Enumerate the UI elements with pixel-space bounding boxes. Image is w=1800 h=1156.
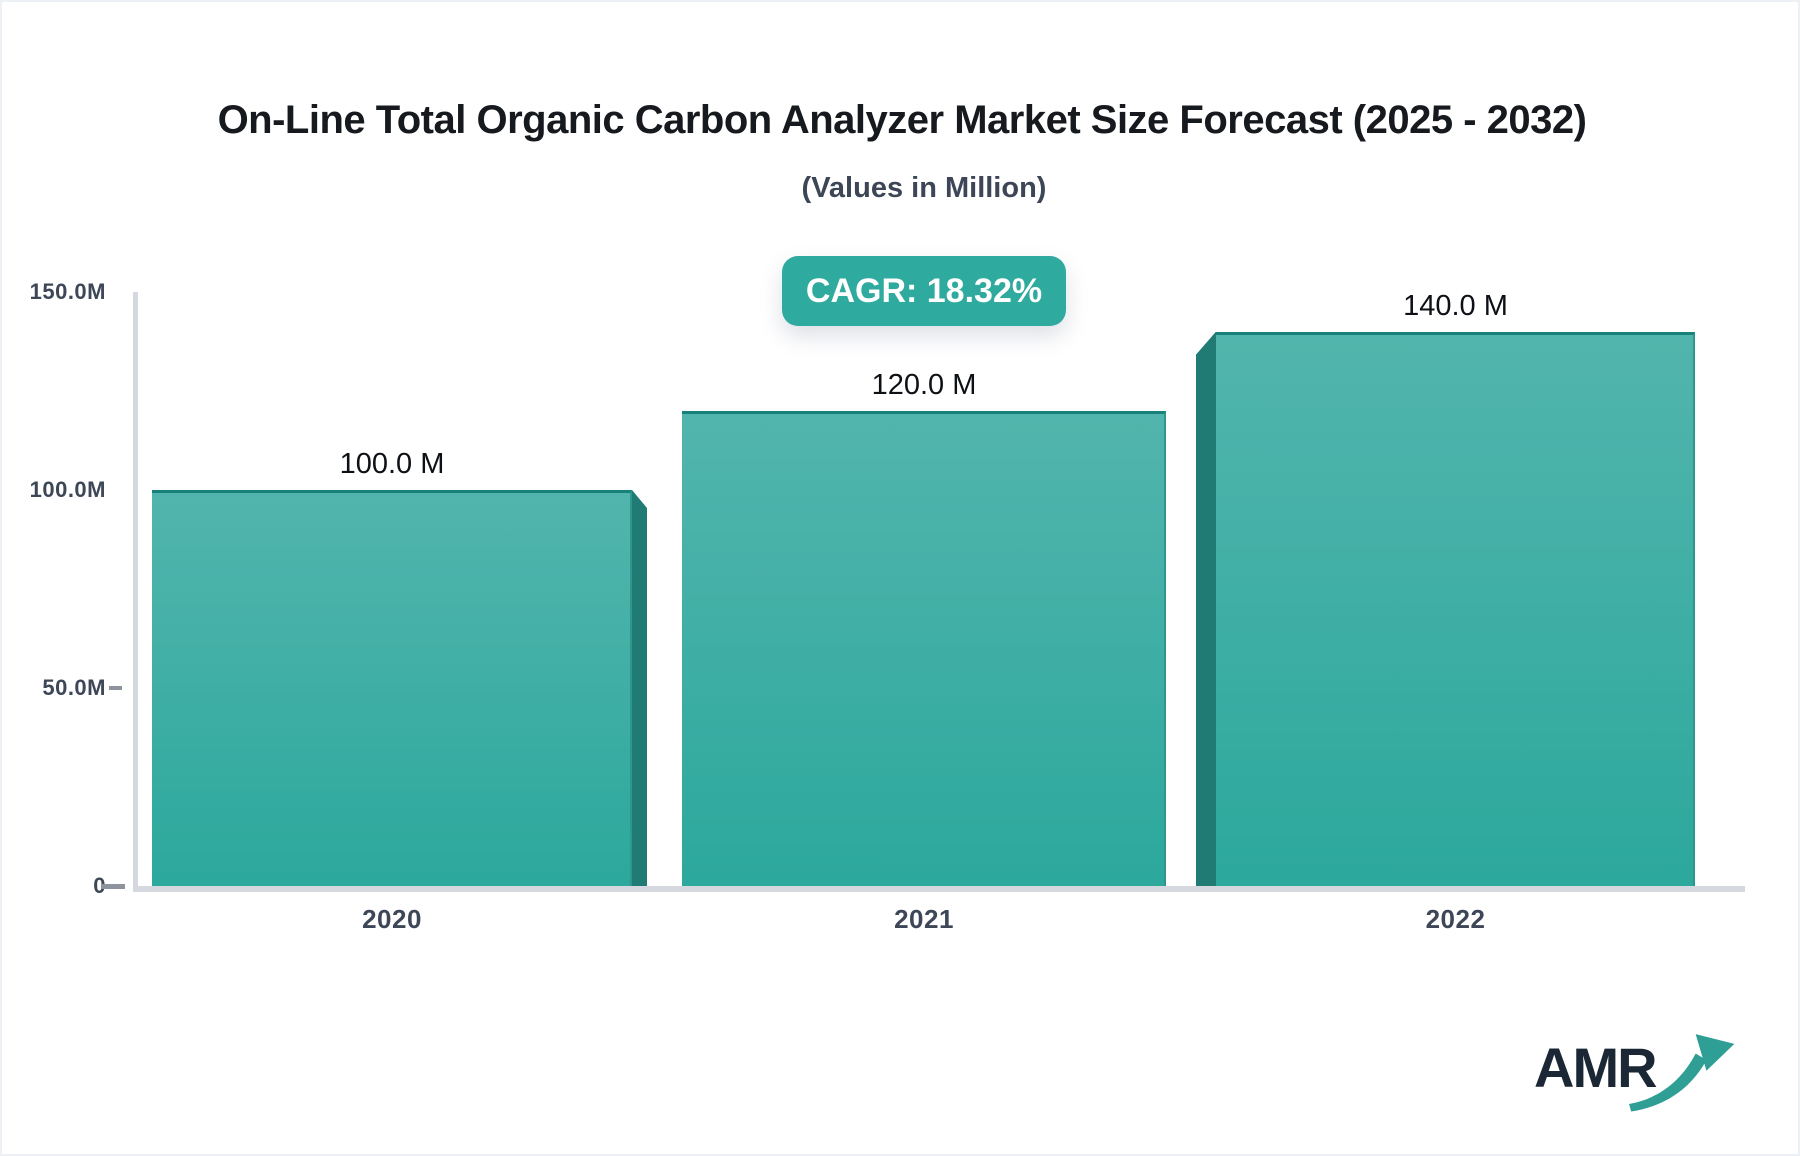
amr-logo-text: AMR	[1534, 1036, 1658, 1099]
bar-value-label: 140.0 M	[1403, 289, 1508, 322]
y-axis-tick-label: 100.0M	[29, 477, 106, 502]
x-axis-tick-label: 2020	[362, 904, 422, 934]
bar-side-face	[632, 490, 647, 886]
y-axis-line	[133, 292, 138, 892]
y-axis-tick-label: 0	[93, 873, 106, 898]
cagr-badge: CAGR: 18.32%	[782, 256, 1066, 326]
x-axis-tick-label: 2022	[1425, 904, 1486, 934]
y-axis-tick-label: 150.0M	[29, 279, 106, 304]
x-axis-tick-label: 2021	[894, 904, 954, 934]
chart-title: On-Line Total Organic Carbon Analyzer Ma…	[217, 98, 1587, 142]
chart-subtitle: (Values in Million)	[801, 172, 1047, 204]
bar	[152, 490, 632, 886]
y-axis-tick-dash	[101, 884, 125, 889]
growth-arrow-icon	[1629, 1034, 1735, 1112]
growth-arrow-head	[1695, 1034, 1735, 1071]
bar-value-label: 100.0 M	[339, 448, 445, 480]
bar-value-label: 120.0 M	[871, 368, 977, 401]
bar	[1216, 331, 1695, 886]
growth-arrow-swoosh	[1629, 1053, 1707, 1112]
y-axis-tick-label: 50.0M	[42, 675, 106, 700]
x-axis-line	[133, 886, 1745, 892]
amr-logo: AMR	[1534, 1032, 1754, 1128]
y-axis-tick-dash	[109, 686, 122, 690]
bar-side-face	[1196, 331, 1216, 886]
bar	[682, 410, 1166, 886]
